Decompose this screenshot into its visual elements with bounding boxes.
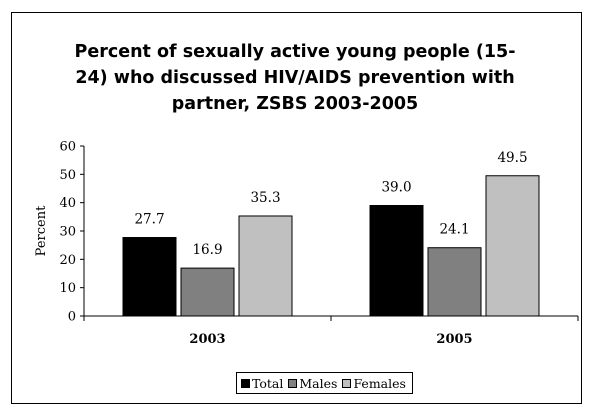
legend-label-total: Total <box>252 375 284 391</box>
bar-total-2003 <box>122 237 177 317</box>
data-label: 49.5 <box>497 150 527 166</box>
data-label: 35.3 <box>250 190 280 206</box>
bar-males-2005 <box>427 247 482 317</box>
chart-legend: Total Males Females <box>236 372 413 394</box>
y-tick-label: 30 <box>59 225 76 240</box>
legend-swatch-total <box>241 378 250 388</box>
y-tick-label: 50 <box>59 168 76 183</box>
y-tick-label: 40 <box>59 196 76 211</box>
data-label: 24.1 <box>439 222 469 238</box>
bar-total-2005 <box>369 205 424 317</box>
legend-item-total: Total <box>241 376 283 391</box>
legend-item-males: Males <box>288 376 337 391</box>
y-axis-label: Percent <box>34 205 49 256</box>
chart-title-line-3: partner, ZSBS 2003-2005 <box>171 94 419 114</box>
y-tick-label: 10 <box>59 281 76 296</box>
legend-swatch-males <box>288 378 298 388</box>
legend-label-females: Females <box>353 375 406 391</box>
y-tick-label: 0 <box>68 310 76 325</box>
x-category-label: 2005 <box>436 332 472 347</box>
data-label: 16.9 <box>192 242 222 258</box>
bar-males-2003 <box>180 267 235 317</box>
x-category-label: 2003 <box>189 332 225 347</box>
data-label: 27.7 <box>134 212 164 228</box>
data-label: 39.0 <box>381 180 411 196</box>
bar-females-2003 <box>238 215 293 317</box>
legend-item-females: Females <box>342 376 406 391</box>
legend-label-males: Males <box>299 375 338 391</box>
y-tick-label: 20 <box>59 253 76 268</box>
chart-frame <box>11 12 582 404</box>
bar-females-2005 <box>485 175 540 317</box>
chart-title-line-2: 24) who discussed HIV/AIDS prevention wi… <box>75 68 515 88</box>
y-tick-label: 60 <box>59 140 76 155</box>
chart-title: Percent of sexually active young people … <box>60 39 530 117</box>
chart-title-line-1: Percent of sexually active young people … <box>74 42 516 62</box>
legend-swatch-females <box>342 378 352 388</box>
